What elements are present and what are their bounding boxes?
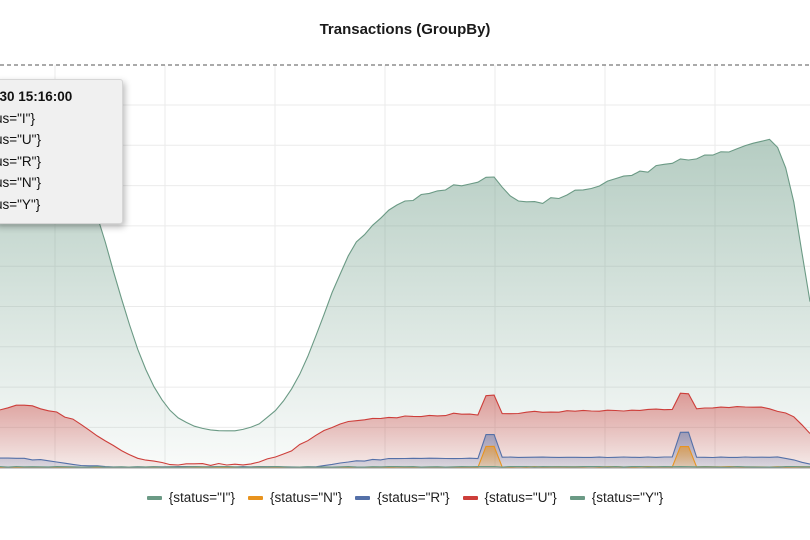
legend-label: {status="U"} <box>484 490 557 505</box>
tooltip-row: us="I"} <box>0 111 35 126</box>
tooltip-timestamp: -30 15:16:00 <box>0 89 73 104</box>
legend-label: {status="N"} <box>269 490 343 505</box>
legend-label: {status="R"} <box>377 490 450 505</box>
legend-item-status-r[interactable]: {status="R"} <box>355 490 450 505</box>
legend-item-status-n[interactable]: {status="N"} <box>247 490 343 505</box>
legend-label: {status="I"} <box>168 490 235 505</box>
chart-title: Transactions (GroupBy) <box>319 21 491 38</box>
tooltip-row: us="Y"} <box>0 197 41 212</box>
chart-legend: {status="I"} {status="N"} {status="R"} {… <box>0 490 810 505</box>
tooltip-row: us="U"} <box>0 132 41 147</box>
series-area-u <box>0 393 810 468</box>
legend-swatch <box>355 495 371 500</box>
tooltip-row: us="R"} <box>0 154 41 169</box>
legend-item-status-u[interactable]: {status="U"} <box>462 490 557 505</box>
tooltip-row: us="N"} <box>0 175 41 190</box>
legend-swatch <box>462 495 478 500</box>
legend-label: {status="Y"} <box>591 490 664 505</box>
series-line-u <box>0 392 810 466</box>
legend-item-status-i[interactable]: {status="I"} <box>146 490 235 505</box>
series-area-y <box>0 139 810 469</box>
legend-swatch <box>247 495 263 500</box>
legend-swatch <box>146 495 162 500</box>
legend-item-status-y[interactable]: {status="Y"} <box>569 490 664 505</box>
series-line-i <box>0 465 810 468</box>
series-areas <box>0 138 810 469</box>
series-line-y <box>0 138 810 432</box>
series-area-r <box>0 432 810 468</box>
legend-swatch <box>569 495 585 500</box>
hover-tooltip: -30 15:16:00 us="I"} us="U"} us="R"} us=… <box>0 79 123 224</box>
